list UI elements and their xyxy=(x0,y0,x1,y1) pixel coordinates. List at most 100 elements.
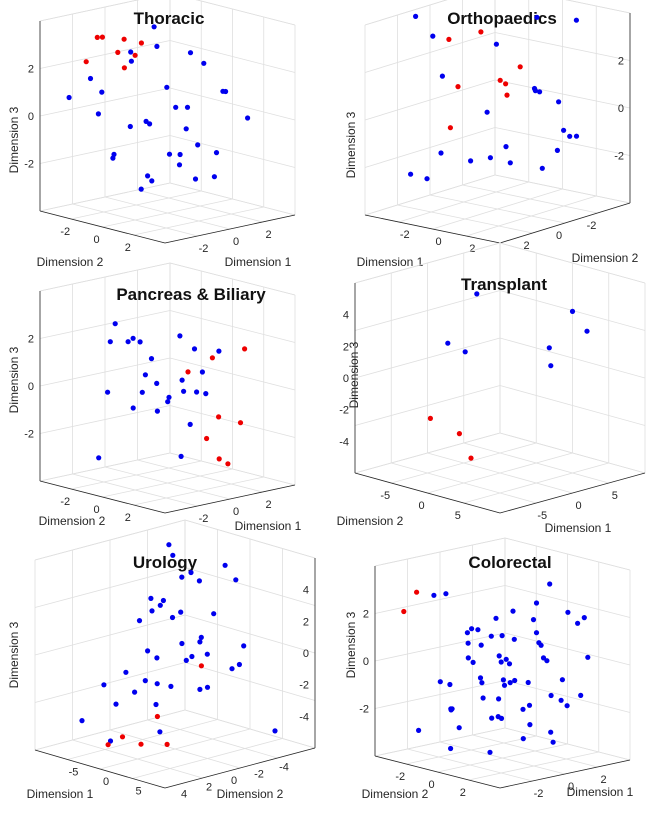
wall-grid-line xyxy=(364,32,496,73)
x-tick-label: 5 xyxy=(135,786,141,798)
z-tick-label: -2 xyxy=(614,151,624,163)
red-data-point xyxy=(138,40,144,46)
wall-grid-line xyxy=(34,567,186,608)
blue-data-point xyxy=(480,695,486,701)
blue-data-point xyxy=(137,339,143,345)
red-data-point xyxy=(198,663,204,669)
red-data-point xyxy=(446,36,452,43)
wall-grid-line xyxy=(39,87,171,117)
blue-data-point xyxy=(197,686,203,693)
z-tick-label: -2 xyxy=(359,704,369,716)
floor-grid-line xyxy=(398,181,529,223)
z-tick-label: -4 xyxy=(339,436,349,448)
box-edge xyxy=(39,262,171,292)
wall-grid-line xyxy=(494,32,631,61)
blue-data-point xyxy=(474,291,480,297)
z-tick-label: 4 xyxy=(303,585,309,597)
blue-data-point xyxy=(233,577,239,583)
z-tick-label: 0 xyxy=(363,656,369,668)
blue-data-point xyxy=(128,49,134,55)
blue-data-point xyxy=(538,642,544,648)
box-edge xyxy=(354,242,501,284)
z-tick-label: 2 xyxy=(28,64,34,76)
z-tick-label: -2 xyxy=(24,159,34,171)
red-data-point xyxy=(209,355,215,361)
blue-data-point xyxy=(164,84,170,90)
y-axis-label: Dimension 2 xyxy=(362,787,429,801)
blue-data-point xyxy=(559,677,566,683)
floor-grid-line xyxy=(169,182,296,216)
x-axis-label: Dimension 1 xyxy=(567,785,634,799)
x-tick-label: 0 xyxy=(233,236,239,248)
blue-data-point xyxy=(149,608,155,614)
red-data-point xyxy=(119,734,126,740)
z-tick-label: 0 xyxy=(303,648,309,660)
blue-data-point xyxy=(166,542,172,548)
blue-data-point xyxy=(565,609,571,615)
blue-data-point xyxy=(431,592,437,598)
blue-data-point xyxy=(149,178,155,184)
y-axis-label: Dimension 2 xyxy=(337,514,404,528)
y-tick-label: 2 xyxy=(523,240,529,252)
red-data-point xyxy=(517,64,523,70)
wall-grid-line xyxy=(39,310,171,339)
x-axis-line xyxy=(499,472,646,514)
red-data-point xyxy=(132,52,138,58)
blue-data-point xyxy=(448,707,454,713)
x-tick-label: -2 xyxy=(199,243,209,255)
blue-data-point xyxy=(520,706,526,712)
blue-data-point xyxy=(493,41,499,47)
blue-data-point xyxy=(196,578,202,584)
blue-data-point xyxy=(192,176,199,182)
y-tick-label: -2 xyxy=(587,220,597,232)
blue-data-point xyxy=(584,328,590,334)
blue-data-point xyxy=(194,389,200,395)
blue-data-point xyxy=(500,677,506,683)
blue-data-point xyxy=(154,408,160,414)
blue-data-point xyxy=(107,738,114,744)
blue-data-point xyxy=(169,614,176,621)
blue-data-point xyxy=(533,600,540,606)
blue-data-point xyxy=(578,692,584,699)
wall-grid-line xyxy=(364,79,496,121)
chart-title: Thoracic xyxy=(134,9,205,28)
blue-data-point xyxy=(496,653,502,659)
wall-grid-line xyxy=(504,632,631,666)
blue-data-point xyxy=(573,17,580,23)
floor-grid-line xyxy=(71,460,202,490)
floor-grid-line xyxy=(463,442,609,484)
y-tick-label: -2 xyxy=(254,768,264,780)
red-data-point xyxy=(138,741,144,747)
y-axis-label: Dimension 2 xyxy=(572,251,639,265)
blue-data-point xyxy=(544,658,550,664)
blue-data-point xyxy=(575,620,581,626)
chart-title: Pancreas & Biliary xyxy=(116,285,266,304)
blue-data-point xyxy=(204,651,210,657)
blue-data-point xyxy=(424,176,430,182)
blue-data-point xyxy=(498,659,504,665)
blue-data-point xyxy=(526,702,533,708)
red-data-point xyxy=(204,435,210,442)
blue-data-point xyxy=(530,617,537,623)
blue-data-point xyxy=(569,308,576,314)
blue-data-point xyxy=(157,602,163,608)
floor-grid-line xyxy=(137,189,263,223)
floor-grid-line xyxy=(391,442,537,484)
y-tick-label: -4 xyxy=(279,762,289,774)
blue-data-point xyxy=(236,661,242,668)
red-data-point xyxy=(504,92,510,98)
blue-data-point xyxy=(130,335,136,341)
blue-data-point xyxy=(488,633,494,639)
wall-grid-line xyxy=(39,40,171,69)
blue-data-point xyxy=(216,348,222,354)
floor-grid-line xyxy=(184,709,316,749)
z-tick-label: -2 xyxy=(339,405,349,417)
y-tick-label: -2 xyxy=(60,496,70,508)
z-axis-label: Dimension 3 xyxy=(344,111,358,178)
red-data-point xyxy=(154,713,160,720)
blue-data-point xyxy=(112,321,118,327)
blue-data-point xyxy=(465,640,471,646)
blue-data-point xyxy=(245,115,251,121)
blue-data-point xyxy=(558,697,564,703)
